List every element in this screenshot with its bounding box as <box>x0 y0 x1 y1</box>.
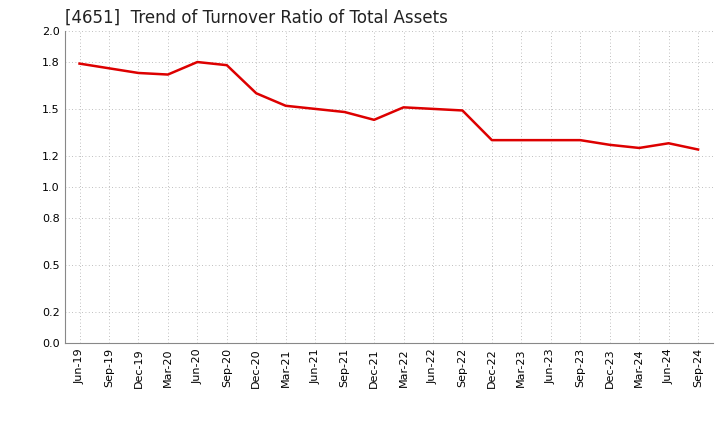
Text: [4651]  Trend of Turnover Ratio of Total Assets: [4651] Trend of Turnover Ratio of Total … <box>65 8 448 26</box>
